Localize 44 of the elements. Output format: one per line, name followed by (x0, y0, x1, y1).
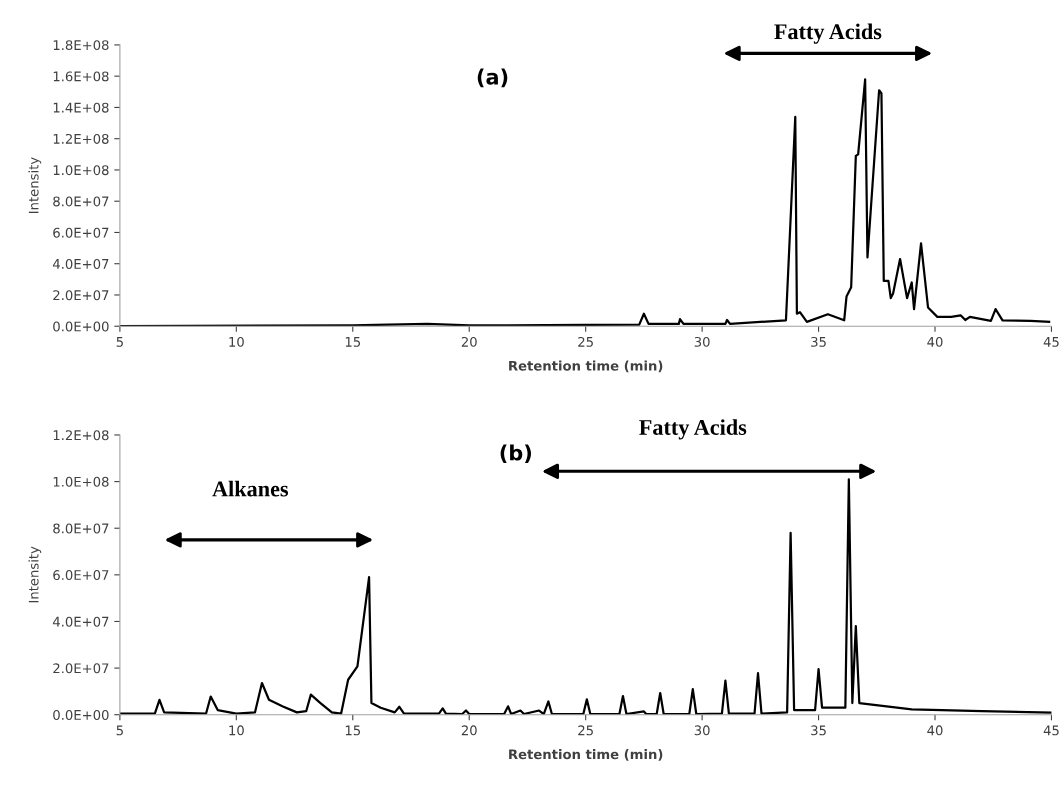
x-tick-label: 5 (116, 337, 123, 347)
x-axis-title: Retention time (min) (509, 360, 663, 373)
x-tick-label: 30 (694, 725, 710, 736)
x-tick-label: 45 (1043, 725, 1059, 736)
y-axis-title: Intensity (28, 157, 42, 213)
annotation: Fatty Acids (639, 419, 747, 440)
y-tick-label: 1.0E+08 (53, 476, 109, 487)
y-tick-label: 6.0E+07 (53, 227, 109, 238)
x-axis-title: Retention time (min) (509, 749, 663, 761)
x-tick-label: 40 (927, 725, 943, 736)
y-axis-title: Intensity (28, 546, 42, 603)
annotation: Alkanes (212, 480, 289, 497)
y-tick-label: 1.2E+08 (53, 430, 109, 441)
text: Fatty Acids (774, 23, 882, 44)
y-tick-label: 2.0E+07 (53, 663, 109, 674)
x-tick-label: 10 (229, 336, 244, 347)
y-tick-label: 8.0E+07 (53, 196, 109, 207)
y-tick-label: 8.0E+07 (53, 523, 109, 534)
y-tick-label: 1.2E+08 (53, 133, 109, 144)
x-tick-label: 40 (927, 336, 943, 347)
x-tick-label: 15 (345, 725, 361, 736)
chart-title: (b) (500, 444, 531, 464)
y-tick-label: 4.0E+07 (52, 258, 109, 269)
y-tick-label: 1.0E+08 (53, 165, 109, 176)
x-tick-label: 20 (461, 725, 477, 736)
x-tick-label: 35 (811, 725, 826, 736)
x-tick-label: 35 (811, 336, 826, 347)
y-tick-label: 6.0E+07 (53, 570, 109, 581)
x-tick-label: 30 (694, 336, 710, 347)
y-tick-label: 1.4E+08 (53, 102, 109, 113)
x-tick-label: 25 (578, 725, 593, 736)
y-tick-label: 0.0E+00 (53, 321, 109, 332)
x-tick-label: 45 (1043, 337, 1059, 347)
x-tick-label: 15 (345, 337, 361, 347)
y-tick-label: 0.0E+00 (53, 709, 109, 720)
text: (a) (477, 68, 508, 88)
y-tick-label: 4.0E+07 (52, 616, 109, 627)
x-tick-label: 20 (461, 336, 477, 347)
x-tick-label: 25 (578, 336, 593, 347)
y-tick-label: 1.8E+08 (53, 40, 109, 51)
x-tick-label: 5 (116, 725, 123, 736)
x-tick-label: 10 (229, 725, 244, 736)
y-tick-label: 2.0E+07 (53, 290, 109, 301)
y-tick-label: 1.6E+08 (53, 71, 109, 82)
